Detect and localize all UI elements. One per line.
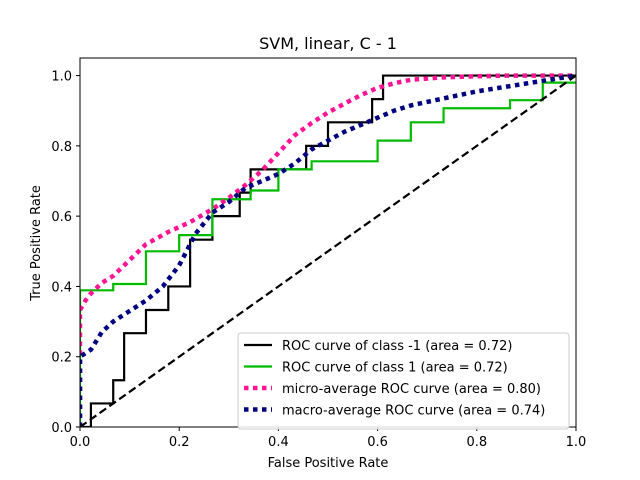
x-tick-label: 0.6 [367, 435, 388, 450]
y-axis-label: True Positive Rate [29, 185, 44, 302]
legend-label: micro-average ROC curve (area = 0.80) [282, 382, 541, 397]
y-tick-label: 1.0 [51, 70, 72, 85]
plot-area [79, 57, 577, 428]
y-axis: 0.0 0.2 0.4 0.6 0.8 1.0 [51, 70, 80, 436]
y-tick-label: 0.0 [51, 421, 72, 436]
x-tick-label: 1.0 [566, 435, 587, 450]
legend: ROC curve of class -1 (area = 0.72) ROC c… [237, 332, 570, 430]
legend-box [237, 332, 570, 430]
y-tick-label: 0.8 [51, 140, 72, 155]
legend-label: macro-average ROC curve (area = 0.74) [282, 404, 545, 419]
legend-label: ROC curve of class 1 (area = 0.72) [282, 361, 508, 376]
y-tick-label: 0.2 [51, 351, 72, 366]
x-tick-label: 0.0 [70, 435, 91, 450]
legend-label: ROC curve of class -1 (area = 0.72) [282, 339, 512, 354]
x-tick-label: 0.4 [268, 435, 289, 450]
x-axis: 0.0 0.2 0.4 0.6 0.8 1.0 [70, 427, 587, 450]
series-line-2 [80, 81, 576, 427]
y-tick-label: 0.4 [51, 280, 72, 295]
x-axis-label: False Positive Rate [268, 456, 389, 471]
chart-title: SVM, linear, C - 1 [259, 34, 397, 53]
diagonal-reference-line [80, 74, 576, 427]
series-line-4 [80, 73, 576, 427]
x-tick-label: 0.2 [169, 435, 190, 450]
y-tick-label: 0.6 [51, 210, 72, 225]
x-tick-label: 0.8 [466, 435, 487, 450]
series-group [80, 73, 576, 427]
